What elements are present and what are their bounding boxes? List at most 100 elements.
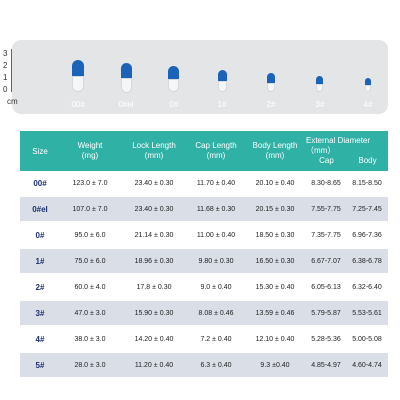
cell-ext-cap: 7.55-7.75 (311, 205, 341, 213)
capsule-label-0el: 0#el (118, 100, 134, 109)
capsule-3-icon (316, 76, 323, 92)
cell-ext-body: 5.00-5.08 (352, 335, 382, 343)
cell-body: 12.10 ± 0.40 (255, 335, 295, 343)
scale-tick-0: 0 (3, 85, 8, 94)
cell-ext-body: 8.15-8.50 (352, 179, 382, 187)
cell-weight: 123.0 ± 7.0 (72, 179, 108, 187)
cell-cap: 11.70 ± 0.40 (196, 179, 236, 187)
cell-size: 0#el (32, 204, 48, 214)
capsule-label-4: 4# (363, 100, 373, 109)
capsule-label-1: 1# (217, 100, 227, 109)
table-row: 4# 38.0 ± 3.0 14.20 ± 0.40 7.2 ± 0.40 12… (20, 327, 388, 353)
cell-body: 15.30 ± 0.40 (255, 283, 295, 291)
header-size: Size (32, 146, 48, 156)
cell-cap: 7.2 ± 0.40 (200, 335, 232, 343)
scale-axis (11, 49, 12, 92)
table-row: 1# 75.0 ± 6.0 18.96 ± 0.30 9.80 ± 0.30 1… (20, 249, 388, 275)
cell-cap: 11.68 ± 0.30 (196, 205, 236, 213)
cell-ext-cap: 4.85-4.97 (311, 361, 341, 369)
capsule-1-icon (218, 70, 227, 92)
table-row: 00# 123.0 ± 7.0 23.40 ± 0.30 11.70 ± 0.4… (20, 171, 388, 197)
header-cap-unit: (mm) (206, 151, 226, 160)
cell-ext-body: 6.38-6.78 (352, 257, 382, 265)
cell-lock: 15.90 ± 0.30 (134, 309, 174, 317)
header-weight-label: Weight (77, 141, 103, 150)
cell-cap: 8.08 ± 0.46 (198, 309, 234, 317)
cell-lock: 23.40 ± 0.30 (134, 179, 174, 187)
header-ext-body: Body (358, 156, 377, 165)
cell-ext-cap: 8.30-8.65 (311, 179, 341, 187)
cell-ext-body: 5.53-5.61 (352, 309, 382, 317)
cell-lock: 11.20 ± 0.40 (134, 361, 174, 369)
capsule-spec-table: Size Weight (mg) Lock Length (mm) Cap Le… (20, 131, 388, 379)
capsule-2-icon (267, 73, 275, 92)
cell-ext-cap: 5.79-5.87 (311, 309, 341, 317)
header-ext-label: External Diameter（mm） (306, 136, 371, 155)
cell-lock: 21.14 ± 0.30 (134, 231, 174, 239)
table-row: 0#el 107.0 ± 7.0 23.40 ± 0.30 11.68 ± 0.… (20, 197, 388, 223)
cell-lock: 23.40 ± 0.30 (134, 205, 174, 213)
cell-ext-body: 7.25-7.45 (352, 205, 382, 213)
table-row: 3# 47.0 ± 3.0 15.90 ± 0.30 8.08 ± 0.46 1… (20, 301, 388, 327)
header-ext-cap: Cap (319, 156, 334, 165)
cell-body: 9.3 ±0.40 (260, 361, 290, 369)
scale-tick-3: 3 (3, 49, 8, 58)
cell-weight: 28.0 ± 3.0 (74, 361, 106, 369)
header-cap-length: Cap Length (mm) (188, 141, 244, 161)
cell-body: 16.50 ± 0.30 (255, 257, 295, 265)
cell-size: 0# (35, 230, 45, 240)
cell-weight: 75.0 ± 6.0 (74, 257, 106, 265)
cell-body: 20.15 ± 0.30 (255, 205, 295, 213)
capsule-label-2: 2# (266, 100, 276, 109)
cell-weight: 95.0 ± 6.0 (74, 231, 106, 239)
capsule-4-icon (365, 78, 371, 92)
capsule-label-00: 00# (71, 100, 85, 109)
cell-body: 13.59 ± 0.46 (255, 309, 295, 317)
header-body-unit: (mm) (265, 151, 285, 160)
cell-body: 20.10 ± 0.40 (255, 179, 295, 187)
cell-size: 4# (35, 334, 45, 344)
scale-tick-2: 2 (3, 61, 8, 70)
header-lock-unit: (mm) (144, 151, 164, 160)
cell-size: 5# (35, 360, 45, 370)
cell-cap: 9.0 ± 0.40 (200, 283, 232, 291)
cell-lock: 17.8 ± 0.30 (136, 283, 172, 291)
header-lock-label: Lock Length (132, 141, 176, 150)
cell-body: 18.50 ± 0.30 (255, 231, 295, 239)
cell-ext-cap: 5.28-5.36 (311, 335, 341, 343)
cell-ext-cap: 7.35-7.75 (311, 231, 341, 239)
cell-weight: 60.0 ± 4.0 (74, 283, 106, 291)
cell-ext-cap: 6.05-6.13 (311, 283, 341, 291)
cell-ext-body: 6.32-6.40 (352, 283, 382, 291)
table-header: Size Weight (mg) Lock Length (mm) Cap Le… (20, 131, 388, 171)
header-cap-label: Cap Length (195, 141, 237, 150)
cell-size: 1# (35, 256, 45, 266)
cell-weight: 47.0 ± 3.0 (74, 309, 106, 317)
capsule-0el-icon (121, 63, 132, 93)
header-weight: Weight (mg) (60, 141, 120, 161)
cell-size: 00# (33, 178, 47, 188)
capsule-label-3: 3# (315, 100, 325, 109)
cell-cap: 9.80 ± 0.30 (198, 257, 234, 265)
scale-tick-1: 1 (3, 73, 8, 82)
cell-cap: 11.00 ± 0.40 (196, 231, 236, 239)
header-body-label: Body Length (252, 141, 298, 150)
header-weight-unit: (mg) (81, 151, 99, 160)
cell-size: 2# (35, 282, 45, 292)
cell-weight: 38.0 ± 3.0 (74, 335, 106, 343)
cell-size: 3# (35, 308, 45, 318)
cell-ext-body: 4.60-4.74 (352, 361, 382, 369)
table-row: 2# 60.0 ± 4.0 17.8 ± 0.30 9.0 ± 0.40 15.… (20, 275, 388, 301)
header-lock-length: Lock Length (mm) (120, 141, 188, 161)
cell-lock: 14.20 ± 0.40 (134, 335, 174, 343)
cell-cap: 6.3 ± 0.40 (200, 361, 232, 369)
cell-ext-body: 6.96-7.36 (352, 231, 382, 239)
cell-lock: 18.96 ± 0.30 (134, 257, 174, 265)
header-external-diameter: External Diameter（mm） Cap Body (306, 136, 388, 166)
scale-unit: cm (7, 97, 18, 106)
header-body-length: Body Length (mm) (244, 141, 306, 161)
capsule-00-icon (72, 60, 84, 92)
cell-ext-cap: 6.67-7.07 (311, 257, 341, 265)
cell-weight: 107.0 ± 7.0 (72, 205, 108, 213)
capsule-label-0: 0# (169, 100, 179, 109)
